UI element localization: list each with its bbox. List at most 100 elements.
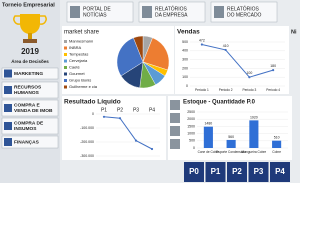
side-icon[interactable]	[170, 139, 180, 149]
nav-button[interactable]	[210, 1, 278, 23]
legend-swatch	[64, 66, 67, 69]
legend-swatch	[64, 59, 67, 63]
period-button[interactable]	[184, 162, 204, 182]
x-tick-label: Cone de Cobre	[198, 150, 220, 154]
period-label: P4	[275, 167, 285, 176]
button-label: RECURSOS	[14, 85, 42, 91]
x-tick-label: P4	[149, 107, 155, 113]
button-icon	[4, 104, 12, 112]
period-label: P3	[254, 167, 264, 176]
nav-icon	[142, 6, 152, 18]
x-tick-label: P3	[133, 107, 139, 113]
trophy	[13, 14, 47, 43]
side-icon[interactable]	[170, 100, 180, 110]
y-tick-label: 500	[189, 139, 195, 143]
x-tick-label: Mangueira Cobre	[242, 150, 267, 154]
legend-swatch	[64, 40, 67, 43]
side-icon[interactable]	[170, 113, 180, 123]
period-button[interactable]	[270, 162, 290, 182]
sidebar-button[interactable]	[1, 81, 59, 99]
chart-title: Estoque - Quantidade P.0	[183, 100, 256, 106]
y-tick-label: -300.000	[80, 154, 94, 158]
year: 2019	[21, 47, 39, 56]
y-tick-label: 300	[182, 58, 188, 62]
nav-label: DA EMPRESA	[155, 12, 188, 18]
nav-icon	[214, 6, 224, 18]
legend-label: Caeté	[69, 65, 80, 70]
y-tick-label: 0	[92, 112, 94, 116]
bar	[226, 139, 236, 148]
y-tick-label: 2500	[187, 110, 195, 114]
nav-button[interactable]	[66, 1, 134, 23]
value-label: 410	[223, 44, 229, 48]
period-button[interactable]	[227, 162, 247, 182]
point	[102, 115, 106, 118]
x-tick-label: Período 2	[219, 88, 233, 92]
side-icon[interactable]	[170, 126, 180, 136]
button-label: MARKETING	[14, 71, 43, 77]
pie-slice	[142, 37, 170, 71]
button-label: FINANÇAS	[14, 139, 40, 145]
dashboard: Torneio Empresarial 2019 Área de Decisõe…	[0, 0, 300, 183]
nav-label: RELATÓRIOS	[227, 5, 260, 12]
bar	[272, 140, 282, 148]
period-label: P2	[232, 167, 242, 176]
y-tick-label: -100.000	[80, 126, 94, 130]
value-label: 100	[246, 71, 252, 75]
point	[118, 117, 122, 120]
y-tick-label: 0	[193, 146, 195, 150]
bar	[203, 126, 213, 148]
section-title: Área de Decisões	[11, 58, 49, 64]
sidebar-button[interactable]	[1, 117, 59, 135]
partial-title: Ni	[291, 29, 297, 35]
value-label: 472	[199, 38, 205, 42]
legend-label: Gourmet	[69, 71, 85, 76]
period-button[interactable]	[205, 162, 226, 182]
y-tick-label: 1500	[187, 124, 195, 128]
point	[248, 76, 251, 79]
nav-label: NOTÍCIAS	[83, 11, 107, 18]
nav-button[interactable]	[138, 1, 206, 23]
button-icon	[4, 69, 12, 78]
button-label: COMPRA E	[14, 103, 40, 109]
sidebar-button[interactable]	[1, 135, 59, 149]
period-label: P0	[189, 167, 199, 176]
point	[200, 43, 203, 46]
legend-swatch	[64, 53, 67, 56]
period-button[interactable]	[248, 162, 269, 182]
legend-label: INBRA	[69, 45, 82, 50]
legend-label: Grupo Bonis	[69, 78, 91, 83]
legend-label: Cervejaria	[69, 58, 88, 63]
panel	[175, 26, 289, 94]
sidebar-button[interactable]	[1, 67, 59, 80]
x-tick-label: Esporte Condensado	[216, 150, 246, 154]
x-tick-label: Cobre	[272, 150, 281, 154]
nav-label: PORTAL DE	[83, 6, 111, 12]
button-label: INSUMOS	[14, 126, 37, 132]
sidebar-button[interactable]	[1, 99, 59, 117]
y-tick-label: 1000	[187, 132, 195, 136]
point	[272, 69, 275, 72]
app-title: Torneio Empresarial	[2, 2, 55, 8]
point	[134, 139, 138, 142]
y-tick-label: 400	[182, 49, 188, 53]
button-label: VENDA DE IMOB	[14, 108, 53, 114]
value-label: 1920	[250, 115, 258, 119]
x-tick-label: Período 3	[242, 88, 256, 92]
button-label: HUMANOS	[14, 90, 40, 96]
x-tick-label: P1	[101, 107, 107, 113]
nav-label: RELATÓRIOS	[155, 5, 188, 12]
button-icon	[4, 138, 12, 146]
nav-icon	[70, 6, 80, 18]
pie-slice	[133, 35, 144, 63]
button-icon	[4, 122, 12, 130]
button-icon	[4, 86, 12, 94]
y-tick-label: -200.000	[80, 140, 94, 144]
point	[224, 48, 227, 52]
button-label: COMPRA DE	[14, 121, 44, 127]
panel	[168, 96, 292, 160]
legend-swatch	[64, 72, 67, 76]
point	[150, 147, 154, 151]
y-tick-label: 2000	[187, 117, 195, 121]
legend-label: Mannesmann	[69, 39, 93, 44]
